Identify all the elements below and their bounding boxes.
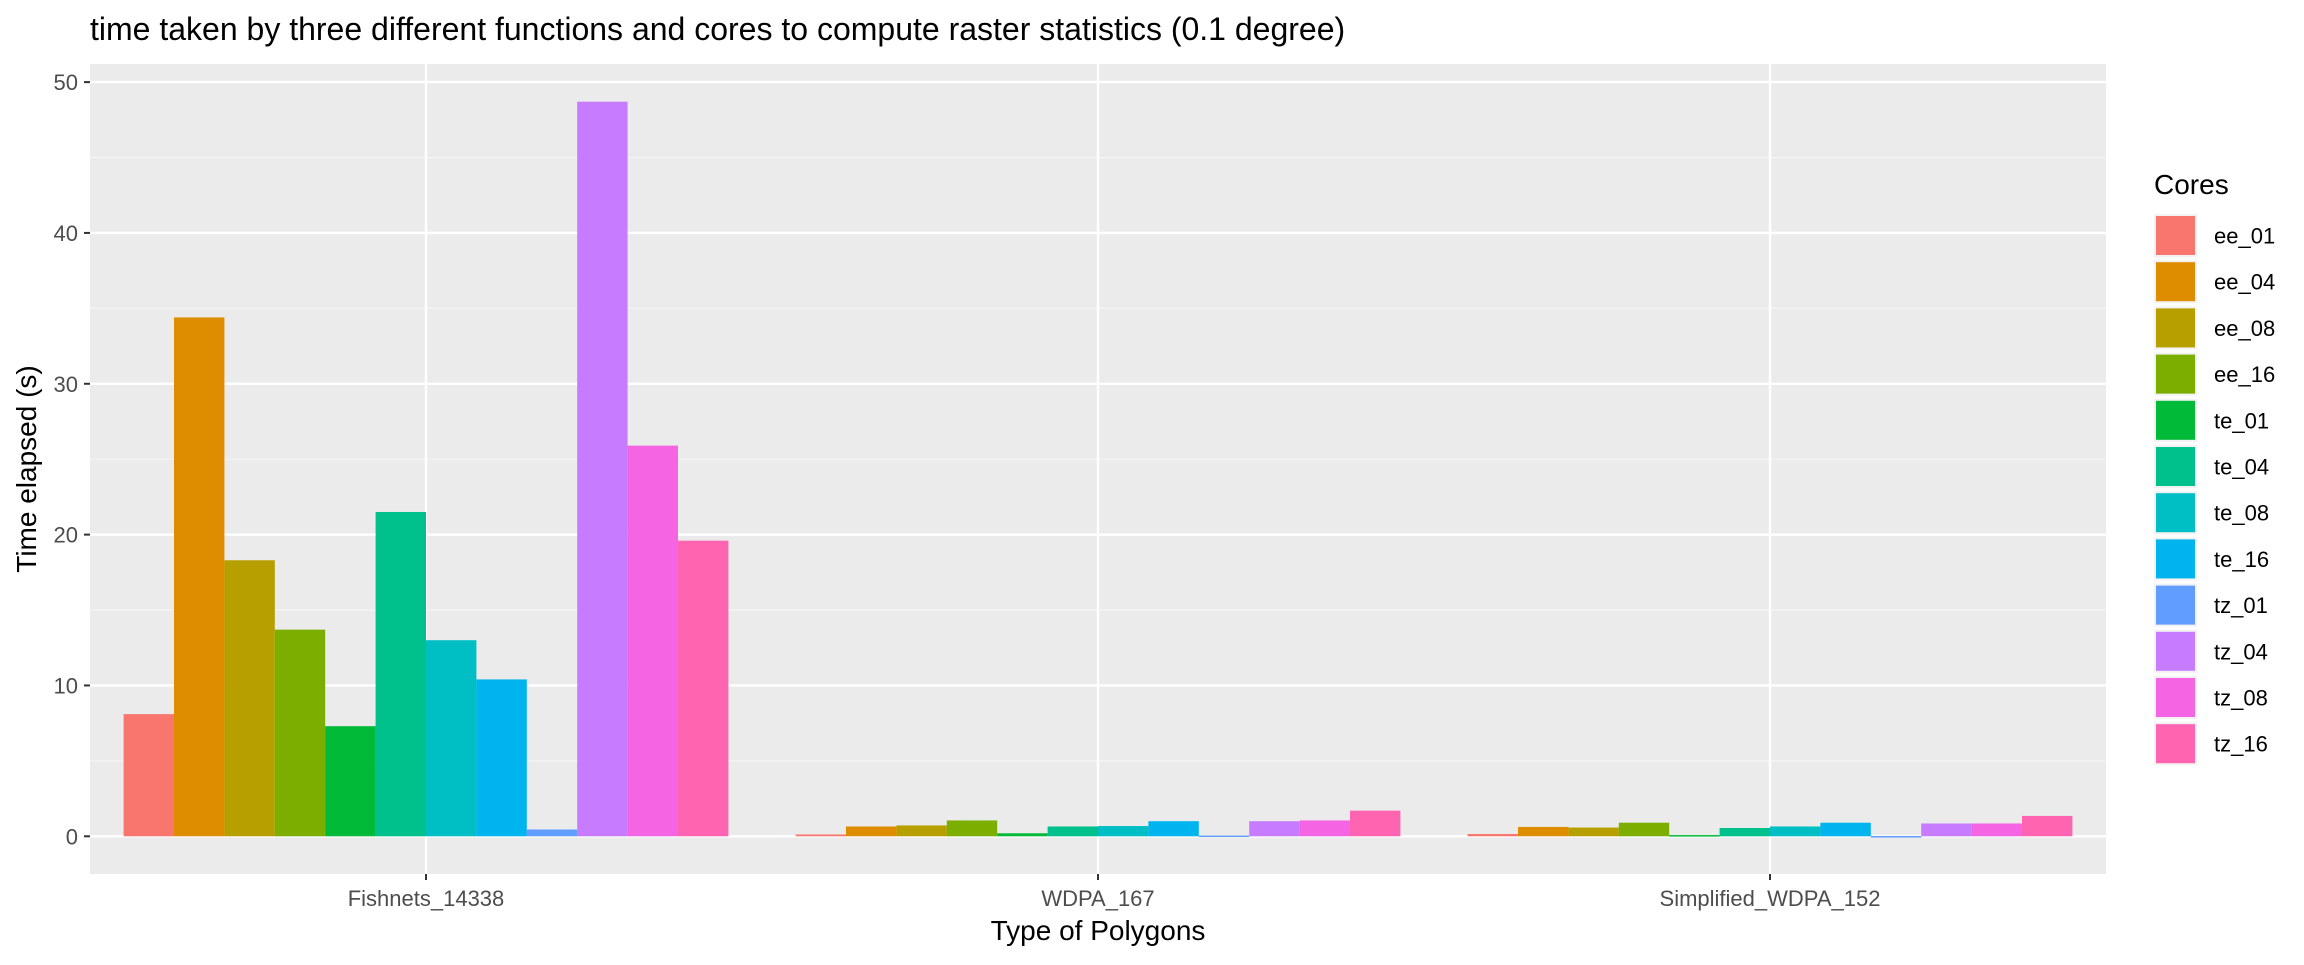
bar-tz_16 — [678, 540, 729, 837]
legend-swatch-te_16 — [2156, 539, 2195, 579]
legend-label-ee_01: ee_01 — [2214, 224, 2275, 249]
y-axis-ticks: 0 10 20 30 40 50 — [54, 70, 90, 849]
bar-ee_04 — [846, 826, 897, 837]
bar-te_16 — [1148, 821, 1199, 837]
bar-tz_04 — [1249, 821, 1300, 837]
bar-te_08 — [426, 640, 477, 837]
bar-ee_08 — [896, 825, 947, 837]
bar-te_04 — [1047, 826, 1098, 837]
bar-te_16 — [476, 679, 527, 837]
legend-label-tz_16: tz_16 — [2214, 732, 2268, 757]
bar-ee_01 — [123, 714, 174, 837]
legend-label-te_04: te_04 — [2214, 455, 2269, 480]
legend-swatch-te_04 — [2156, 447, 2195, 486]
y-tick-label: 10 — [54, 673, 78, 698]
bar-te_04 — [1719, 827, 1770, 837]
bar-ee_04 — [1518, 826, 1569, 837]
bar-tz_01 — [526, 829, 578, 837]
bar-tz_04 — [577, 101, 628, 837]
legend-label-ee_16: ee_16 — [2214, 362, 2275, 387]
legend-title: Cores — [2154, 169, 2229, 200]
x-tick-label: WDPA_167 — [1041, 886, 1154, 911]
legend-swatch-tz_08 — [2156, 678, 2195, 717]
chart-title: time taken by three different functions … — [90, 11, 1345, 47]
y-tick-label: 30 — [54, 372, 78, 397]
bar-te_16 — [1820, 822, 1871, 837]
x-tick-label: Simplified_WDPA_152 — [1660, 886, 1881, 911]
legend-swatch-ee_04 — [2156, 262, 2195, 302]
legend-label-te_08: te_08 — [2214, 501, 2269, 526]
legend-label-tz_04: tz_04 — [2214, 639, 2268, 664]
legend-label-ee_04: ee_04 — [2214, 270, 2275, 295]
bar-tz_04 — [1921, 823, 1972, 837]
legend-label-tz_01: tz_01 — [2214, 593, 2268, 618]
bar-ee_16 — [274, 629, 326, 837]
legend-label-te_01: te_01 — [2214, 408, 2269, 433]
legend-swatch-te_01 — [2156, 400, 2195, 440]
bar-ee_04 — [174, 317, 225, 837]
x-tick-label: Fishnets_14338 — [348, 886, 505, 911]
bar-te_08 — [1098, 826, 1149, 837]
bar-tz_01 — [1198, 835, 1250, 838]
bar-tz_08 — [1971, 823, 2022, 837]
legend: ee_01 ee_04 ee_08 ee_16 te_01 te_04 te_08 te_16… — [2154, 214, 2275, 766]
legend-swatch-ee_01 — [2156, 216, 2195, 255]
bar-te_08 — [1770, 826, 1821, 837]
legend-swatch-te_08 — [2156, 493, 2195, 533]
bar-ee_01 — [795, 834, 846, 837]
y-tick-label: 50 — [54, 70, 78, 95]
bar-te_01 — [1669, 835, 1720, 837]
bar-tz_08 — [627, 445, 678, 837]
legend-label-ee_08: ee_08 — [2214, 316, 2275, 341]
y-tick-label: 0 — [66, 824, 78, 849]
bar-tz_08 — [1299, 820, 1350, 837]
y-tick-label: 20 — [54, 523, 78, 548]
bar-ee_16 — [1618, 822, 1670, 837]
y-tick-label: 40 — [54, 221, 78, 246]
bar-tz_16 — [1350, 810, 1401, 837]
legend-label-tz_08: tz_08 — [2214, 686, 2268, 711]
bar-te_04 — [375, 511, 426, 837]
y-axis-title: Time elapsed (s) — [11, 365, 42, 572]
bar-tz_01 — [1870, 835, 1922, 838]
legend-swatch-tz_01 — [2156, 585, 2195, 625]
legend-swatch-ee_08 — [2156, 308, 2195, 348]
legend-swatch-ee_16 — [2156, 354, 2195, 394]
legend-swatch-tz_04 — [2156, 631, 2195, 671]
x-axis-ticks: Fishnets_14338 WDPA_167 Simplified_WDPA_15… — [348, 874, 1881, 911]
bar-te_01 — [325, 726, 376, 837]
bar-ee_16 — [946, 820, 998, 837]
legend-swatch-tz_16 — [2156, 724, 2195, 764]
bar-ee_08 — [1568, 827, 1619, 837]
bars — [123, 101, 2073, 838]
bar-ee_01 — [1467, 834, 1518, 837]
x-axis-title: Type of Polygons — [991, 915, 1206, 946]
legend-label-te_16: te_16 — [2214, 547, 2269, 572]
bar-ee_08 — [224, 560, 275, 837]
bar-te_01 — [997, 833, 1048, 837]
bar-tz_16 — [2022, 815, 2073, 837]
